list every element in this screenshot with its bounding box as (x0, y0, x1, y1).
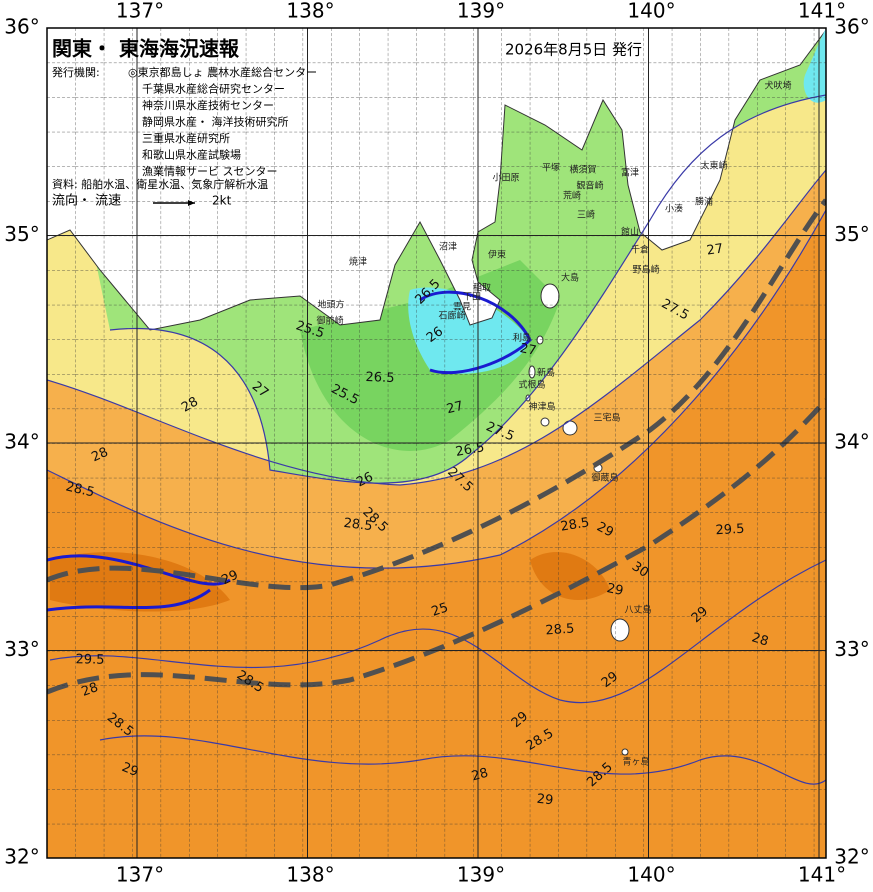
issuer: 漁業情報サービ スセンター (142, 164, 278, 178)
isotherm-label: 29 (536, 792, 554, 809)
lon-label: 139° (457, 0, 505, 23)
place-name: 利島 (513, 332, 531, 344)
isotherm-label: 28.5 (64, 479, 96, 500)
place-name: 横須賀 (569, 164, 596, 176)
place-name: 御前崎 (316, 315, 343, 327)
isotherm-label: 28 (179, 394, 201, 415)
isotherm-label: 28 (470, 766, 490, 785)
place-name: 御蔵島 (591, 472, 618, 484)
lat-label: 33° (834, 637, 869, 661)
flow-scale: 2kt (212, 194, 232, 208)
place-name: 犬吠埼 (764, 80, 791, 92)
isotherm-label: 26.5 (454, 440, 485, 460)
source: 資料: 船舶水温、衛星水温、気象庁解析水温 (52, 177, 268, 191)
place-name: 下田 (463, 292, 481, 303)
issuer: 千葉県水産総合研究センター (142, 82, 285, 96)
place-name: 三崎 (577, 209, 595, 221)
place-name: 新島 (537, 367, 555, 379)
lon-label: 139° (457, 863, 505, 887)
place-name: 荒崎 (563, 190, 581, 202)
lat-label: 36° (834, 15, 869, 39)
place-name: 平塚 (542, 163, 560, 174)
place-name: 千倉 (631, 244, 649, 256)
lon-label: 140° (627, 0, 675, 23)
isotherm-label: 29.5 (75, 652, 104, 668)
lat-label: 34° (4, 430, 39, 454)
place-name: 大島 (561, 272, 579, 284)
place-name: 伊東 (488, 249, 506, 261)
issuer-label: 発行機関: (52, 65, 100, 79)
isotherm-label: 25 (430, 600, 451, 620)
place-name: 焼津 (349, 257, 367, 268)
isotherm-label: 29 (219, 568, 240, 589)
lon-label: 141° (798, 863, 846, 887)
place-name: 観音崎 (576, 180, 603, 192)
lat-label: 33° (4, 637, 39, 661)
lon-label: 140° (627, 863, 675, 887)
title: 関東・ 東海海況速報 (52, 37, 240, 61)
place-name: 地頭方 (317, 299, 344, 311)
issuer: 和歌山県水産試験場 (142, 148, 241, 162)
place-name: 小湊 (665, 203, 683, 215)
isotherm-label: 28.5 (545, 622, 575, 639)
place-name: 雲見 (453, 302, 471, 313)
place-name: 神津島 (528, 401, 555, 413)
issue-date: 2026年8月5日 発行 (505, 41, 642, 59)
place-name: 稲取 (473, 282, 491, 294)
issuer: 三重県水産研究所 (142, 131, 230, 145)
place-name: 三宅島 (593, 412, 620, 424)
issuer: 静岡県水産・ 海洋技術研究所 (142, 115, 289, 129)
lon-label: 138° (286, 863, 334, 887)
flow-arrow-head (188, 200, 195, 206)
isotherm-label: 29 (120, 760, 141, 780)
isotherm-label: 26.5 (365, 370, 394, 386)
issuer: 神奈川県水産技術センター (142, 98, 274, 112)
place-name: 野島崎 (632, 264, 659, 276)
lat-label: 35° (834, 222, 869, 246)
isotherm-label: 28.5 (560, 515, 591, 534)
place-name: 勝浦 (695, 196, 713, 208)
place-name: 太東崎 (700, 160, 727, 172)
isotherm-label: 28 (80, 680, 101, 700)
flow-label: 流向・ 流速 (52, 193, 121, 209)
lat-label: 36° (4, 15, 39, 39)
isotherm-label: 28.5 (343, 516, 374, 534)
isotherm-label: 27 (445, 399, 465, 418)
lon-label: 141° (798, 0, 846, 23)
issuer: ◎東京都島しょ 農林水産総合センター (128, 65, 317, 79)
isotherm-label: 27 (518, 341, 537, 359)
isotherm-label: 27 (706, 241, 724, 258)
place-name: 小田原 (492, 173, 519, 184)
place-name: 沼津 (439, 242, 457, 253)
lon-label: 137° (116, 0, 164, 23)
isotherm-label: 29 (605, 581, 624, 599)
isotherm-label: 28 (750, 630, 770, 649)
lat-label: 34° (834, 430, 869, 454)
lat-label: 32° (834, 845, 869, 869)
place-name: 八丈島 (624, 604, 651, 616)
lat-label: 32° (4, 845, 39, 869)
isotherm-label: 26 (354, 470, 375, 491)
lon-label: 138° (286, 0, 334, 23)
place-name: 式根島 (518, 379, 545, 391)
isotherm-label: 29 (594, 519, 616, 540)
place-name: 富津 (621, 167, 639, 179)
place-name: 石廊崎 (438, 310, 465, 322)
lat-label: 35° (4, 222, 39, 246)
place-name: 青ヶ島 (622, 756, 649, 768)
isotherm-label: 28 (89, 445, 110, 465)
frame (46, 27, 827, 859)
place-name: 館山 (621, 226, 639, 238)
isotherm-label: 29.5 (715, 522, 745, 538)
lon-label: 137° (116, 863, 164, 887)
